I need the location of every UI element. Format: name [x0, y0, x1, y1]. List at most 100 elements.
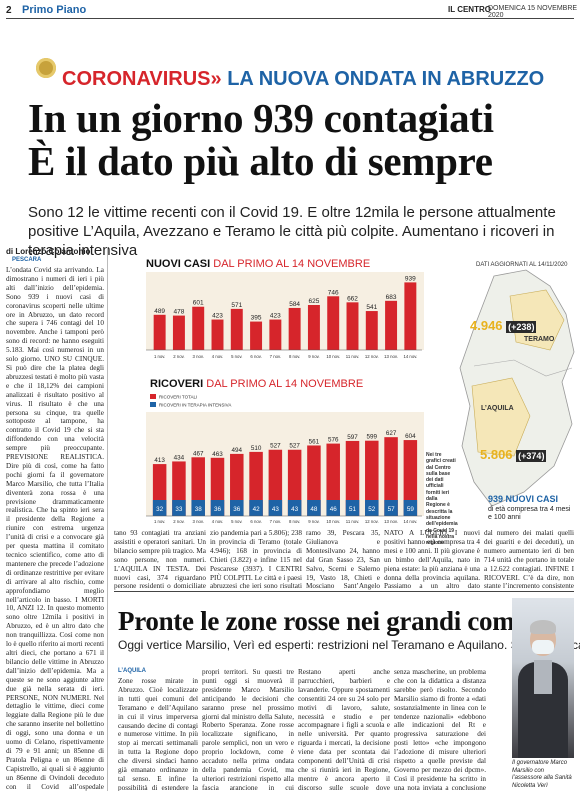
section-name[interactable]: Primo Piano	[22, 4, 87, 16]
bar-new-cases	[269, 319, 282, 350]
bar-value-label: 510	[251, 445, 262, 452]
bar-new-cases	[250, 321, 263, 350]
x-tick-label: 5 nov.	[231, 354, 242, 359]
icu-value-label: 38	[195, 506, 203, 513]
x-tick-label: 4 nov.	[212, 354, 223, 359]
teramo-delta: (+238)	[506, 321, 537, 333]
article-2-headline: Pronte le zone rosse nei grandi comuni	[118, 606, 552, 636]
x-tick-label: 14 nov.	[403, 519, 417, 524]
bar-value-label: 413	[154, 457, 165, 464]
x-tick-label: 11 nov.	[346, 519, 359, 524]
teramo-badge: 4.946 (+238)	[470, 318, 537, 333]
bar-intensive-care	[365, 500, 379, 516]
article-column-5: NATO A LUGLIO. I nuovi positivi hanno et…	[384, 529, 480, 591]
page-number: 2	[6, 5, 12, 16]
article-column-6: dal numero dei malati quelli dei guariti…	[484, 529, 574, 591]
column-divider	[107, 247, 108, 791]
x-tick-label: 3 nov.	[193, 354, 204, 359]
article-column-1: L’ondata Covid sta arrivando. La dimostr…	[6, 266, 104, 791]
chart-1-title-rest: DAL PRIMO AL 14 NOVEMBRE	[213, 258, 371, 270]
bar-value-label: 463	[212, 451, 223, 458]
x-tick-label: 8 nov.	[289, 354, 300, 359]
legend-label: RICOVERI IN TERAPIA INTENSIVA	[159, 403, 231, 408]
hospitalizations-chart: RICOVERI TOTALI RICOVERI IN TERAPIA INTEN…	[146, 394, 424, 524]
headline-line-2: È il dato più alto di sempre	[28, 138, 493, 184]
icu-value-label: 43	[291, 506, 299, 513]
subheadline: Sono 12 le vittime recenti con il Covid …	[28, 204, 556, 259]
bar-value-label: 527	[289, 443, 300, 450]
x-tick-label: 1 nov.	[154, 354, 165, 359]
bar-value-label: 662	[347, 295, 358, 302]
kicker-separator: »	[210, 68, 222, 90]
bar-value-label: 489	[154, 308, 165, 315]
marsilio-photo	[512, 598, 574, 758]
bar-new-cases	[307, 305, 320, 350]
byline: di Lorenzo Colantonio	[6, 247, 91, 256]
article-2-column-2: propri territori. Su questi tre punti og…	[202, 668, 294, 791]
legend-swatch	[150, 402, 156, 407]
icu-value-label: 48	[310, 506, 318, 513]
bar-new-cases	[346, 302, 359, 350]
kicker: CORONAVIRUS» LA NUOVA ONDATA IN ABRUZZO	[62, 68, 544, 91]
bar-value-label: 625	[308, 298, 319, 305]
bar-intensive-care	[403, 500, 418, 516]
teramo-value: 4.946	[470, 318, 503, 333]
bar-total-hospitalized	[403, 440, 418, 516]
chart-1-title-bold: NUOVI CASI	[146, 258, 211, 270]
icu-value-label: 59	[407, 506, 415, 513]
bar-total-hospitalized	[326, 443, 340, 516]
bar-intensive-care	[172, 500, 186, 516]
article-2-column-3: Restano aperti anche parrucchieri, barbi…	[298, 668, 390, 791]
aquila-label: L’AQUILA	[481, 405, 514, 412]
icu-value-label: 36	[233, 506, 241, 513]
article-2-column-4: senza mascherine, un problema che con la…	[394, 668, 486, 791]
x-tick-label: 4 nov.	[212, 519, 223, 524]
bar-total-hospitalized	[365, 440, 379, 516]
bar-value-label: 627	[386, 430, 397, 437]
kicker-subtopic: LA NUOVA ONDATA IN ABRUZZO	[227, 68, 545, 90]
icu-value-label: 33	[175, 506, 183, 513]
bar-new-cases	[192, 306, 205, 350]
header-rule	[6, 18, 574, 19]
page-header: 2 Primo Piano IL CENTRO DOMENICA 15 NOVE…	[0, 0, 580, 20]
icu-value-label: 32	[156, 506, 164, 513]
bar-intensive-care	[230, 500, 244, 516]
issue-date: DOMENICA 15 NOVEMBRE 2020	[488, 5, 578, 19]
x-tick-label: 13 nov.	[384, 519, 398, 524]
bar-intensive-care	[287, 500, 302, 516]
headline-line-1: In un giorno 939 contagiati	[28, 95, 494, 141]
map-caption: DATI AGGIORNATI AL 14/11/2020	[476, 262, 568, 268]
bar-new-cases	[365, 311, 378, 350]
x-tick-label: 13 nov.	[384, 354, 398, 359]
bar-value-label: 604	[405, 433, 416, 440]
bar-intensive-care	[152, 500, 167, 516]
map-aquila-area	[471, 377, 531, 457]
icu-value-label: 36	[214, 506, 222, 513]
kicker-topic: CORONAVIRUS	[62, 68, 211, 90]
x-tick-label: 1 nov.	[154, 519, 165, 524]
map-teramo-area	[509, 289, 565, 351]
chart-2-title-rest: DAL PRIMO AL 14 NOVEMBRE	[206, 378, 364, 390]
aquila-value: 5.806	[480, 447, 513, 462]
bar-value-label: 584	[289, 301, 300, 308]
x-tick-label: 2 nov.	[173, 354, 184, 359]
bar-intensive-care	[268, 500, 283, 516]
new-cases-age: di età compresa tra 4 mesi e 100 anni	[488, 505, 571, 522]
dateline-place: PESCARA	[12, 257, 42, 263]
bar-new-cases	[404, 282, 417, 350]
bar-value-label: 601	[193, 300, 204, 307]
article-column-4: ramo 39, Pescara 35, Giulianova e Montes…	[306, 529, 380, 591]
bar-value-label: 683	[386, 294, 397, 301]
bar-total-hospitalized	[249, 451, 263, 516]
x-tick-label: 6 nov.	[250, 519, 261, 524]
bar-value-label: 423	[270, 313, 281, 320]
x-tick-label: 10 nov.	[326, 519, 340, 524]
x-tick-label: 12 nov.	[365, 354, 379, 359]
x-tick-label: 14 nov.	[403, 354, 417, 359]
bar-value-label: 527	[270, 443, 281, 450]
bar-value-label: 746	[328, 289, 339, 296]
icu-value-label: 42	[253, 506, 261, 513]
bar-new-cases	[211, 319, 224, 350]
icu-value-label: 51	[349, 506, 357, 513]
icu-value-label: 43	[272, 506, 280, 513]
